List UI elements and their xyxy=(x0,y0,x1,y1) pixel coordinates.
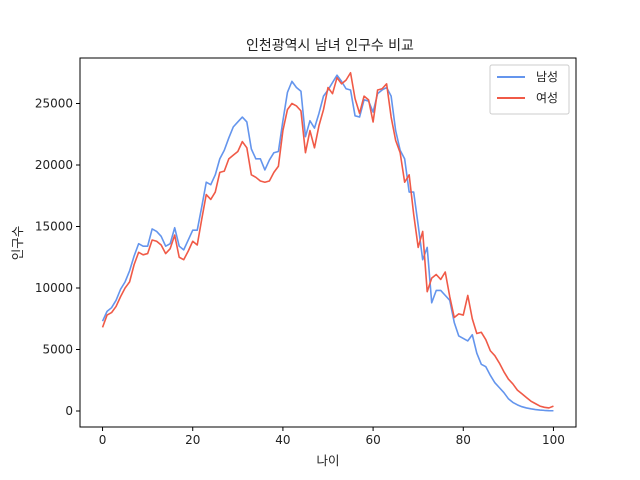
plot-frame xyxy=(79,57,577,428)
y-tick-label: 0 xyxy=(65,404,73,418)
y-axis: 0 5000 10000 15000 20000 25000 xyxy=(35,97,80,418)
y-tick-label: 10000 xyxy=(35,281,73,295)
x-tick-label: 80 xyxy=(456,433,471,447)
legend-label-female: 여성 xyxy=(536,91,558,105)
series-line-male xyxy=(101,74,554,412)
chart-title: 인천광역시 남녀 인구수 비교 xyxy=(246,38,414,54)
x-tick-label: 0 xyxy=(99,433,107,447)
y-tick-label: 20000 xyxy=(35,158,73,172)
legend-label-male: 남성 xyxy=(536,70,558,84)
y-tick-label: 25000 xyxy=(35,97,73,111)
y-tick-label: 15000 xyxy=(35,220,73,234)
x-axis-label: 나이 xyxy=(316,453,339,468)
x-tick-label: 20 xyxy=(185,433,200,447)
series-layer xyxy=(101,71,554,412)
x-axis: 0 20 40 60 80 100 xyxy=(99,427,565,447)
y-tick-label: 5000 xyxy=(42,343,73,357)
x-tick-label: 40 xyxy=(275,433,290,447)
x-tick-label: 60 xyxy=(365,433,380,447)
y-axis-label: 인구수 xyxy=(10,226,25,261)
series-line-female xyxy=(101,71,554,409)
x-tick-label: 100 xyxy=(542,433,565,447)
legend: 남성 여성 xyxy=(489,64,570,115)
